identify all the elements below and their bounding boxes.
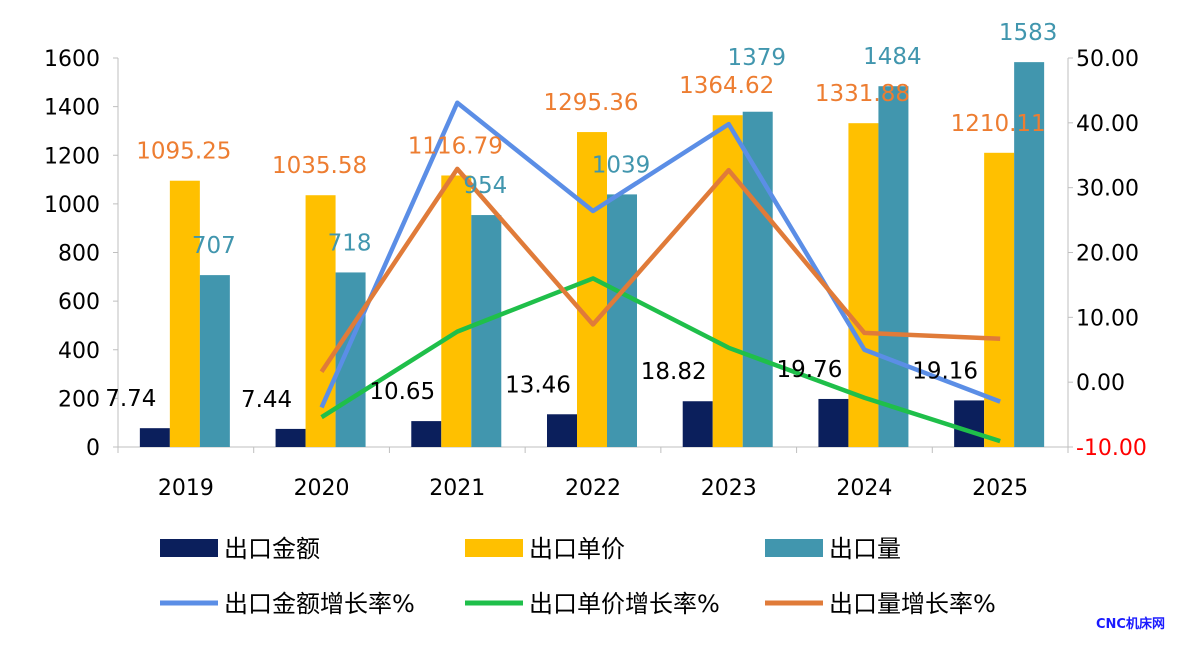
left-tick-label: 1000 — [44, 193, 100, 218]
data-label: 13.46 — [505, 372, 571, 398]
x-tick-label: 2025 — [972, 476, 1028, 501]
data-label: 18.82 — [641, 359, 707, 385]
legend-label: 出口金额增长率% — [224, 590, 415, 618]
bar-export-volume — [471, 215, 502, 447]
line-series-0 — [319, 100, 1001, 409]
x-tick-label: 2021 — [429, 476, 485, 501]
bar-export-volume — [742, 111, 773, 447]
data-label: 1484 — [863, 44, 922, 70]
bar-export-value — [547, 414, 577, 447]
left-tick-label: 1200 — [44, 144, 100, 169]
data-label: 7.44 — [241, 387, 292, 413]
left-tick-label: 200 — [58, 387, 100, 412]
bar-export-value — [139, 428, 170, 447]
x-tick-label: 2022 — [565, 476, 621, 501]
x-tick-label: 2024 — [836, 476, 892, 501]
data-label: 1295.36 — [543, 90, 638, 116]
bar-export-value — [818, 398, 849, 447]
bar-export-volume — [1014, 62, 1045, 448]
right-tick-label: 50.00 — [1076, 47, 1139, 72]
bar-export-volume — [199, 275, 230, 447]
line-series-1 — [320, 276, 1001, 444]
right-tick-label: 0.00 — [1076, 371, 1125, 396]
bar-export-value — [682, 401, 713, 447]
data-label: 718 — [328, 230, 372, 256]
bar-export-unit-price — [169, 180, 200, 447]
legend-label: 出口量 — [829, 535, 901, 563]
left-tick-label: 600 — [58, 290, 100, 315]
bar-export-unit-price — [441, 175, 472, 447]
data-label: 1116.79 — [408, 133, 503, 159]
data-label: 1331.88 — [815, 81, 910, 107]
bar-export-volume — [878, 86, 909, 447]
right-tick-label: -10.00 — [1076, 436, 1147, 461]
bar-export-unit-price — [577, 132, 607, 447]
left-tick-label: 400 — [58, 339, 100, 364]
bar-export-unit-price — [712, 115, 743, 448]
data-label: 1364.62 — [679, 73, 774, 99]
data-label: 19.16 — [912, 358, 978, 384]
right-tick-label: 40.00 — [1076, 112, 1139, 137]
legend-label: 出口量增长率% — [829, 590, 996, 618]
data-label: 1039 — [592, 152, 651, 178]
bar-export-value — [411, 421, 442, 447]
watermark: CNC机床网 — [1096, 617, 1165, 632]
x-tick-label: 2020 — [294, 476, 350, 501]
data-label: 954 — [463, 173, 507, 199]
right-tick-label: 30.00 — [1076, 177, 1139, 202]
bar-export-volume — [335, 272, 366, 447]
left-tick-label: 0 — [86, 436, 100, 461]
line-series-2 — [319, 166, 1001, 374]
left-tick-label: 1600 — [44, 47, 100, 72]
data-label: 1210.11 — [951, 111, 1046, 137]
legend-label: 出口金额 — [224, 535, 320, 563]
legend-swatch — [465, 539, 523, 557]
data-label: 7.74 — [105, 386, 156, 412]
data-label: 19.76 — [776, 357, 842, 383]
legend-swatch — [765, 539, 823, 557]
left-tick-label: 800 — [58, 242, 100, 267]
right-tick-label: 20.00 — [1076, 242, 1139, 267]
legend-label: 出口单价增长率% — [529, 590, 720, 618]
right-tick-label: 10.00 — [1076, 306, 1139, 331]
left-tick-label: 1400 — [44, 96, 100, 121]
legend-swatch — [160, 539, 218, 557]
x-tick-label: 2019 — [158, 476, 214, 501]
data-label: 707 — [192, 233, 236, 259]
data-label: 1379 — [727, 45, 786, 71]
data-label: 1095.25 — [136, 139, 231, 165]
data-label: 1583 — [999, 20, 1058, 46]
legend-label: 出口单价 — [529, 535, 625, 563]
data-label: 10.65 — [369, 379, 435, 405]
data-label: 1035.58 — [272, 153, 367, 179]
bar-export-value — [954, 400, 985, 447]
bar-export-value — [275, 428, 306, 447]
bar-export-volume — [607, 194, 637, 447]
x-tick-label: 2023 — [701, 476, 757, 501]
